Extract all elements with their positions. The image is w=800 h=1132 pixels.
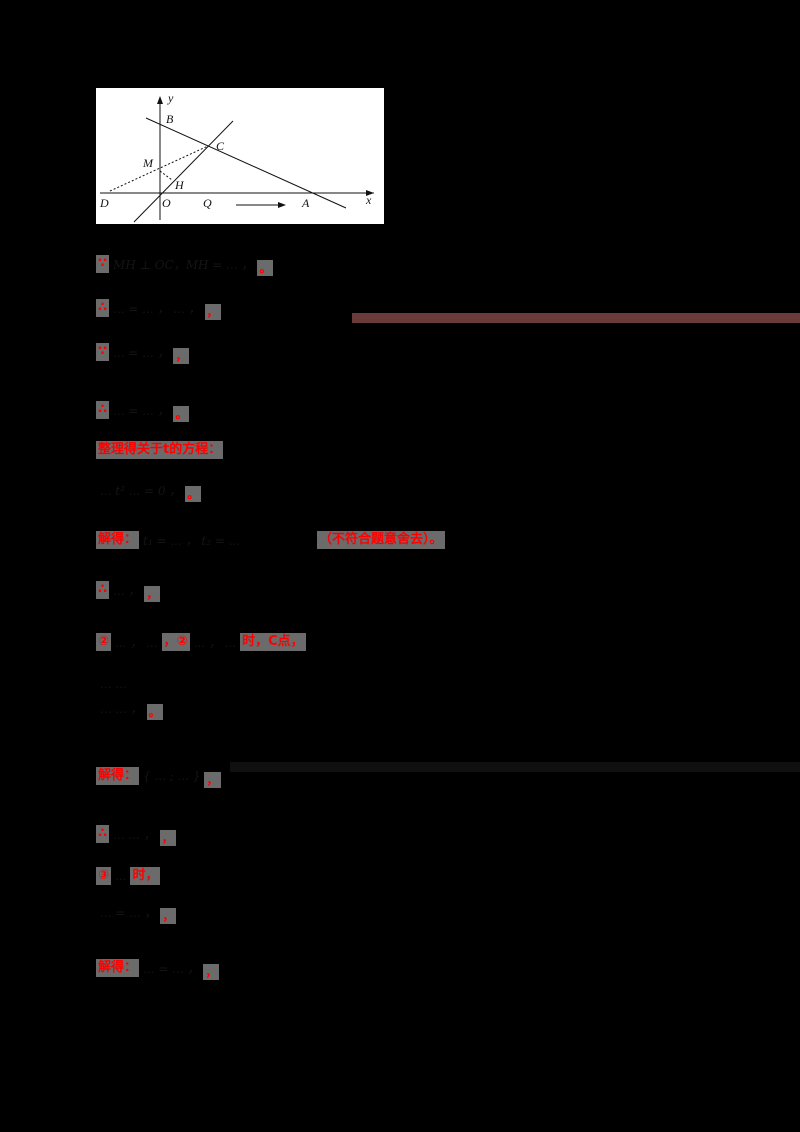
- solution-line-15: ... = ... ， ，: [96, 900, 177, 924]
- therefore-mark: ∴: [96, 299, 110, 317]
- math-expression: ... = ... ，: [113, 403, 170, 418]
- math-expression: ... ... ，: [100, 701, 143, 716]
- label-y: y: [167, 91, 174, 105]
- equation-heading: 整理得关于t的方程：: [96, 441, 224, 459]
- solve-label: 解得：: [96, 959, 140, 977]
- solution-line-8: ∴ ... ， ，: [96, 578, 161, 602]
- solution-line-12: 解得： { ... ; ... } ，: [96, 764, 221, 788]
- therefore-mark: ∴: [96, 825, 110, 843]
- punctuation: ，: [204, 304, 221, 320]
- solution-line-10: ... ...: [96, 672, 131, 696]
- math-expression: ... = ... ，: [143, 961, 200, 976]
- because-mark: ∵: [96, 343, 110, 361]
- coordinate-diagram: y x B C M H D O Q A: [99, 91, 374, 223]
- highlight-bar: [352, 313, 800, 323]
- label-a: A: [301, 196, 310, 210]
- solution-line-3: ∵ ... = ... ， ，: [96, 340, 190, 364]
- solution-line-2: ∴ ... = ... ， ... ， ，: [96, 296, 221, 320]
- punctuation: 。: [146, 704, 163, 720]
- therefore-mark: ∴: [96, 401, 110, 419]
- label-h: H: [174, 178, 185, 192]
- solution-line-9: ② ... ， ... ，② ... ， ... 时，C点，: [96, 630, 306, 654]
- math-expression: t₁ = ... ， t₂ = ...: [143, 533, 241, 548]
- label-m: M: [142, 156, 154, 170]
- solution-line-5: 整理得关于t的方程：: [96, 438, 224, 462]
- math-expression: ... ， ...: [115, 635, 158, 650]
- math-expression: MH ⊥ OC，MH = ... ，: [113, 257, 254, 272]
- punctuation: ，: [159, 830, 176, 846]
- punctuation: 。: [257, 260, 274, 276]
- punctuation: ，: [144, 586, 161, 602]
- because-mark: ∵: [96, 255, 110, 273]
- note-discard: （不符合题意舍去）。: [317, 531, 445, 549]
- math-expression: ... = ... ，: [100, 905, 157, 920]
- punctuation: 。: [185, 486, 202, 502]
- solution-line-16: 解得： ... = ... ， ，: [96, 956, 220, 980]
- math-expression: ... = ... ， ... ，: [113, 301, 201, 316]
- solution-line-14: ③ ... 时，: [96, 864, 161, 888]
- math-expression: ... ... ，: [113, 827, 156, 842]
- solve-label: 解得：: [96, 531, 140, 549]
- solution-line-13: ∴ ... ... ， ，: [96, 822, 176, 846]
- label-b: B: [166, 112, 174, 126]
- math-expression: ... ...: [100, 677, 127, 691]
- math-expression: ... t² ... = 0 ，: [100, 483, 182, 498]
- solution-line-7: 解得： t₁ = ... ， t₂ = ... （不符合题意舍去）。: [96, 528, 445, 552]
- label-x: x: [365, 193, 372, 207]
- label-o: O: [162, 196, 171, 210]
- math-system: { ... ; ... }: [143, 769, 201, 783]
- shade-bar: [230, 762, 800, 772]
- label-c: C: [216, 139, 225, 153]
- case-2-mark-b: ，②: [161, 633, 190, 651]
- punctuation: ，: [203, 964, 220, 980]
- therefore-mark: ∴: [96, 581, 110, 599]
- label-d: D: [99, 196, 109, 210]
- geometry-figure: y x B C M H D O Q A: [96, 88, 384, 224]
- math-expression: ... ，: [113, 583, 141, 598]
- solution-line-6: ... t² ... = 0 ， 。: [96, 478, 202, 502]
- solution-line-1: ∵ MH ⊥ OC，MH = ... ， 。: [96, 252, 274, 276]
- solution-line-4: ∴ ... = ... ， 。: [96, 398, 190, 422]
- punctuation: ，: [204, 772, 221, 788]
- solve-label: 解得：: [96, 767, 140, 785]
- math-expression: ... = ... ，: [113, 345, 170, 360]
- case-2-mark: ②: [96, 633, 112, 651]
- punctuation: ，: [173, 348, 190, 364]
- solution-line-11: ... ... ， 。: [96, 696, 163, 720]
- case-note: 时，C点，: [240, 633, 306, 651]
- case-3-mark: ③: [96, 867, 112, 885]
- case-note: 时，: [130, 867, 161, 885]
- punctuation: 。: [173, 406, 190, 422]
- math-expression-2: ... ， ...: [193, 635, 237, 650]
- label-q: Q: [203, 196, 212, 210]
- punctuation: ，: [160, 908, 177, 924]
- math-expression: ...: [115, 869, 127, 883]
